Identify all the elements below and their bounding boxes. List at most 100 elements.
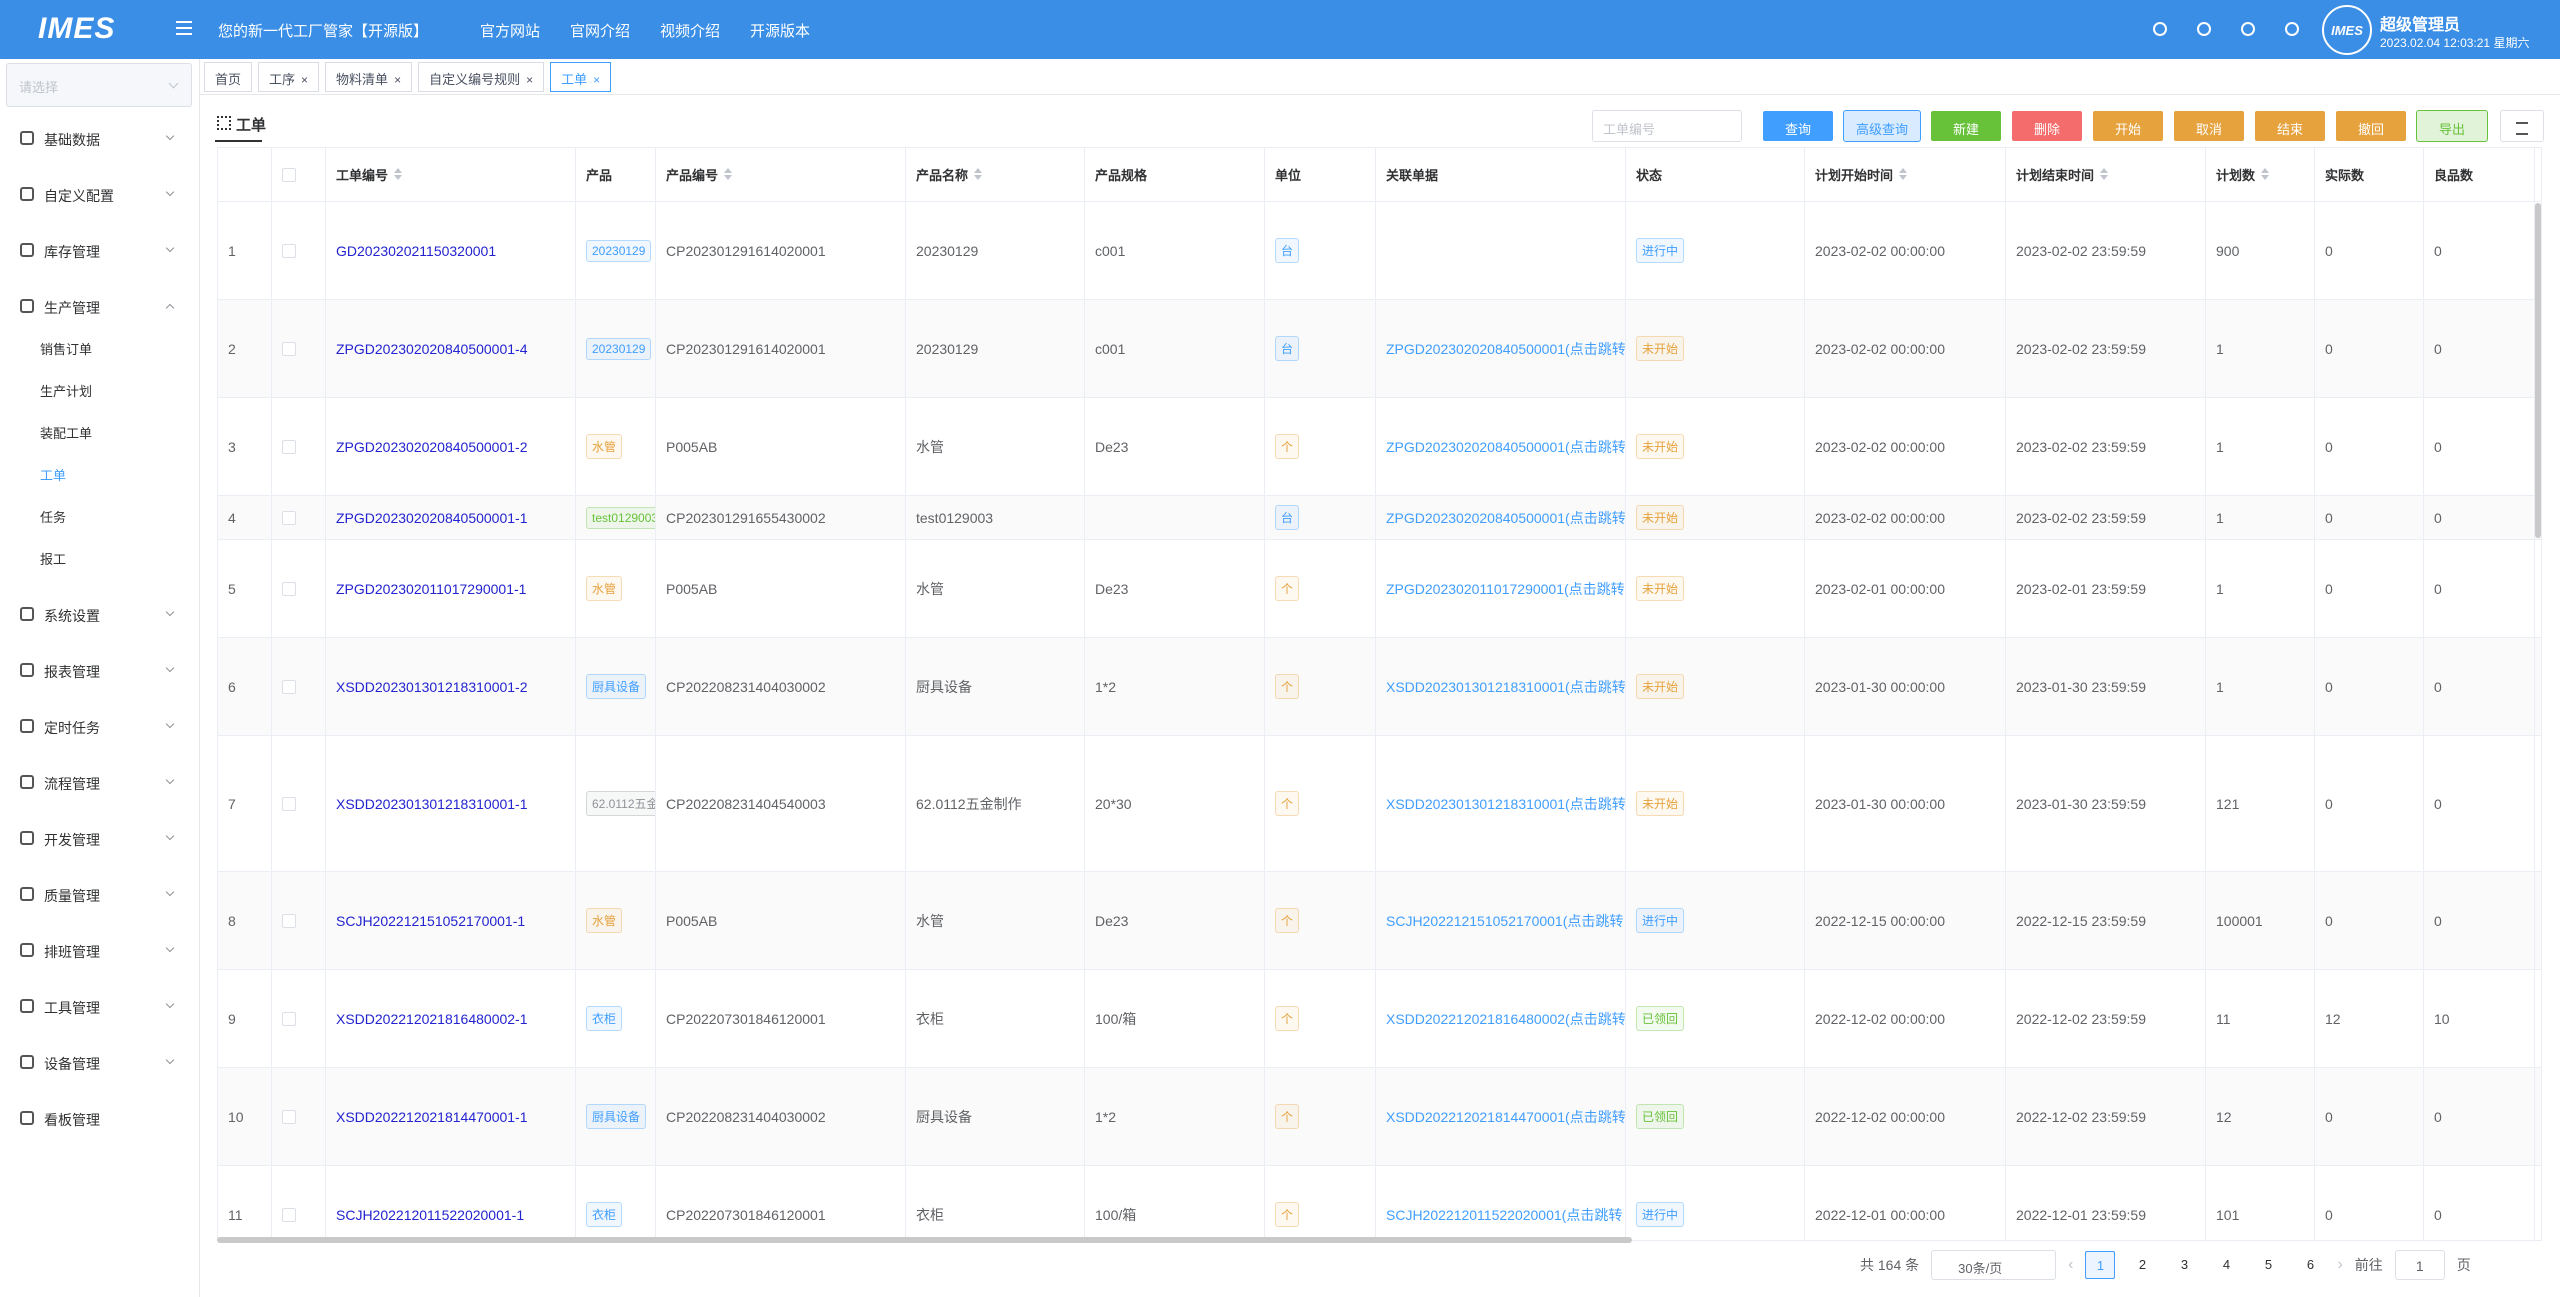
button[interactable]: 取消 — [2173, 110, 2246, 142]
search-input[interactable]: 工单编号 — [1592, 110, 1742, 142]
menu-item[interactable]: 自定义配置 — [0, 175, 199, 215]
nav-link[interactable]: 视频介绍 — [660, 23, 721, 40]
button[interactable]: 导出 — [2416, 110, 2489, 142]
checkbox[interactable] — [282, 341, 296, 356]
checkbox[interactable] — [282, 913, 296, 928]
related[interactable]: XSDD202301301218310001(点击跳转 — [1386, 795, 1626, 812]
menu-item[interactable]: 系统设置 — [0, 595, 199, 635]
settings-icon[interactable] — [2153, 22, 2167, 36]
menu-item[interactable]: 报表管理 — [0, 651, 199, 691]
related[interactable]: ZPGD202302011017290001(点击跳转 — [1386, 580, 1625, 597]
nav-link[interactable]: 官网介绍 — [570, 23, 631, 40]
tab-close[interactable]: × — [301, 73, 309, 87]
related[interactable]: SCJH202212151052170001(点击跳转 — [1386, 912, 1624, 929]
code[interactable]: ZPGD202302020840500001-4 — [336, 340, 528, 357]
code[interactable]: SCJH202212151052170001-1 — [336, 912, 526, 929]
related[interactable]: XSDD202212021816480002(点击跳转 — [1386, 1010, 1626, 1027]
code[interactable]: GD202302021150320001 — [336, 242, 497, 259]
column-menu[interactable] — [2500, 110, 2544, 142]
related[interactable]: ZPGD202302020840500001(点击跳转 — [1386, 340, 1626, 357]
button[interactable]: 删除 — [2011, 110, 2084, 142]
checkbox[interactable] — [282, 510, 296, 525]
button[interactable]: 高级查询 — [1843, 110, 1922, 142]
user-icon[interactable] — [2197, 22, 2211, 36]
button[interactable]: 撤回 — [2335, 110, 2408, 142]
power-icon[interactable] — [2241, 22, 2255, 36]
sort-icon[interactable] — [394, 168, 403, 180]
submenu-item[interactable]: 工单 — [40, 468, 67, 483]
related[interactable]: XSDD202301301218310001(点击跳转 — [1386, 678, 1626, 695]
tab-close[interactable]: × — [526, 73, 534, 87]
sort-icon[interactable] — [724, 168, 733, 180]
menu-item[interactable]: 生产管理 — [0, 287, 199, 327]
tab[interactable]: 工序 × — [258, 62, 320, 92]
checkbox[interactable] — [282, 1109, 296, 1124]
tab[interactable]: 首页 — [204, 62, 253, 92]
prev[interactable]: ‹ — [2068, 1256, 2074, 1273]
submenu-item[interactable]: 任务 — [40, 510, 67, 525]
checkbox[interactable] — [282, 581, 296, 596]
scrollbar[interactable] — [217, 1237, 1632, 1243]
checkbox[interactable] — [282, 1011, 296, 1026]
nav-link[interactable]: 官方网站 — [480, 23, 541, 40]
code[interactable]: XSDD202301301218310001-2 — [336, 678, 528, 695]
tab[interactable]: 物料清单 × — [325, 62, 413, 92]
tab-close[interactable]: × — [593, 73, 601, 87]
menu-item[interactable]: 设备管理 — [0, 1043, 199, 1083]
code[interactable]: ZPGD202302020840500001-1 — [336, 509, 528, 526]
related[interactable]: ZPGD202302020840500001(点击跳转 — [1386, 438, 1626, 455]
menu-item[interactable]: 流程管理 — [0, 763, 199, 803]
tab[interactable]: 工单 × — [550, 62, 612, 92]
menu-item[interactable]: 工具管理 — [0, 987, 199, 1027]
submenu-item[interactable]: 生产计划 — [40, 384, 93, 399]
logo[interactable]: IMES — [38, 12, 116, 45]
bell-icon[interactable] — [2285, 22, 2299, 36]
code[interactable]: XSDD202212021814470001-1 — [336, 1108, 528, 1125]
goto-input[interactable]: 1 — [2394, 1250, 2445, 1280]
checkbox[interactable] — [282, 796, 296, 811]
code[interactable]: XSDD202212021816480002-1 — [336, 1010, 528, 1027]
button[interactable]: 查询 — [1762, 110, 1834, 142]
menu-item[interactable]: 定时任务 — [0, 707, 199, 747]
page-number[interactable]: 2 — [2138, 1257, 2147, 1272]
checkbox[interactable] — [282, 679, 296, 694]
page-number[interactable]: 6 — [2306, 1257, 2315, 1272]
related[interactable]: ZPGD202302020840500001(点击跳转 — [1386, 509, 1626, 526]
next[interactable]: › — [2337, 1256, 2343, 1273]
submenu-item[interactable]: 报工 — [40, 552, 67, 567]
menu-item[interactable]: 开发管理 — [0, 819, 199, 859]
sort-icon[interactable] — [2261, 168, 2270, 180]
checkbox[interactable] — [282, 439, 296, 454]
menu-item[interactable]: 质量管理 — [0, 875, 199, 915]
nav-link[interactable]: 开源版本 — [750, 23, 811, 40]
tab[interactable]: 自定义编号规则 × — [418, 62, 545, 92]
button[interactable]: 开始 — [2092, 110, 2165, 142]
button[interactable]: 新建 — [1930, 110, 2003, 142]
menu-item[interactable]: 基础数据 — [0, 119, 199, 159]
page-number[interactable]: 1 — [2085, 1251, 2116, 1279]
code[interactable]: SCJH202212011522020001-1 — [336, 1206, 525, 1223]
button[interactable]: 结束 — [2254, 110, 2327, 142]
submenu-item[interactable]: 装配工单 — [40, 426, 93, 441]
checkbox[interactable] — [282, 1207, 296, 1222]
checkbox[interactable] — [282, 243, 296, 258]
menu-item[interactable]: 排班管理 — [0, 931, 199, 971]
submenu-item[interactable]: 销售订单 — [40, 342, 93, 357]
sort-icon[interactable] — [2100, 168, 2109, 180]
sort-icon[interactable] — [974, 168, 983, 180]
page-number[interactable]: 3 — [2180, 1257, 2189, 1272]
select[interactable]: 请选择 — [6, 63, 192, 107]
avatar[interactable]: IMES — [2322, 5, 2372, 55]
scrollbar[interactable] — [2535, 203, 2541, 538]
menu-item[interactable]: 库存管理 — [0, 231, 199, 271]
code[interactable]: ZPGD202302020840500001-2 — [336, 438, 528, 455]
page-size[interactable]: 30条/页 — [1931, 1250, 2057, 1280]
page-number[interactable]: 4 — [2222, 1257, 2231, 1272]
menu-toggle[interactable] — [176, 21, 192, 35]
page-number[interactable]: 5 — [2264, 1257, 2273, 1272]
code[interactable]: XSDD202301301218310001-1 — [336, 795, 528, 812]
sort-icon[interactable] — [1899, 168, 1908, 180]
menu-item[interactable]: 看板管理 — [0, 1099, 199, 1139]
code[interactable]: ZPGD202302011017290001-1 — [336, 580, 527, 597]
checkbox[interactable] — [282, 167, 296, 182]
